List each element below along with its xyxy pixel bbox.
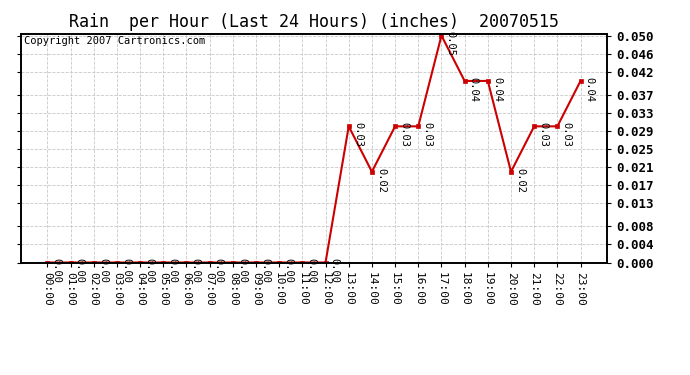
Text: 0.03: 0.03 [538,122,549,147]
Text: 0.00: 0.00 [306,258,317,284]
Text: 0.03: 0.03 [400,122,409,147]
Text: 0.00: 0.00 [144,258,155,284]
Title: Rain  per Hour (Last 24 Hours) (inches)  20070515: Rain per Hour (Last 24 Hours) (inches) 2… [69,13,559,31]
Text: Copyright 2007 Cartronics.com: Copyright 2007 Cartronics.com [23,36,205,46]
Text: 0.00: 0.00 [168,258,177,284]
Text: 0.00: 0.00 [121,258,131,284]
Text: 0.00: 0.00 [75,258,85,284]
Text: 0.04: 0.04 [584,77,595,102]
Text: 0.00: 0.00 [190,258,201,284]
Text: 0.02: 0.02 [515,168,525,192]
Text: 0.00: 0.00 [237,258,247,284]
Text: 0.05: 0.05 [446,32,455,56]
Text: 0.00: 0.00 [98,258,108,284]
Text: 0.04: 0.04 [469,77,479,102]
Text: 0.00: 0.00 [214,258,224,284]
Text: 0.00: 0.00 [330,258,339,284]
Text: 0.00: 0.00 [260,258,270,284]
Text: 0.04: 0.04 [492,77,502,102]
Text: 0.00: 0.00 [284,258,293,284]
Text: 0.03: 0.03 [422,122,433,147]
Text: 0.03: 0.03 [353,122,363,147]
Text: 0.03: 0.03 [562,122,571,147]
Text: 0.02: 0.02 [376,168,386,192]
Text: 0.00: 0.00 [52,258,61,284]
